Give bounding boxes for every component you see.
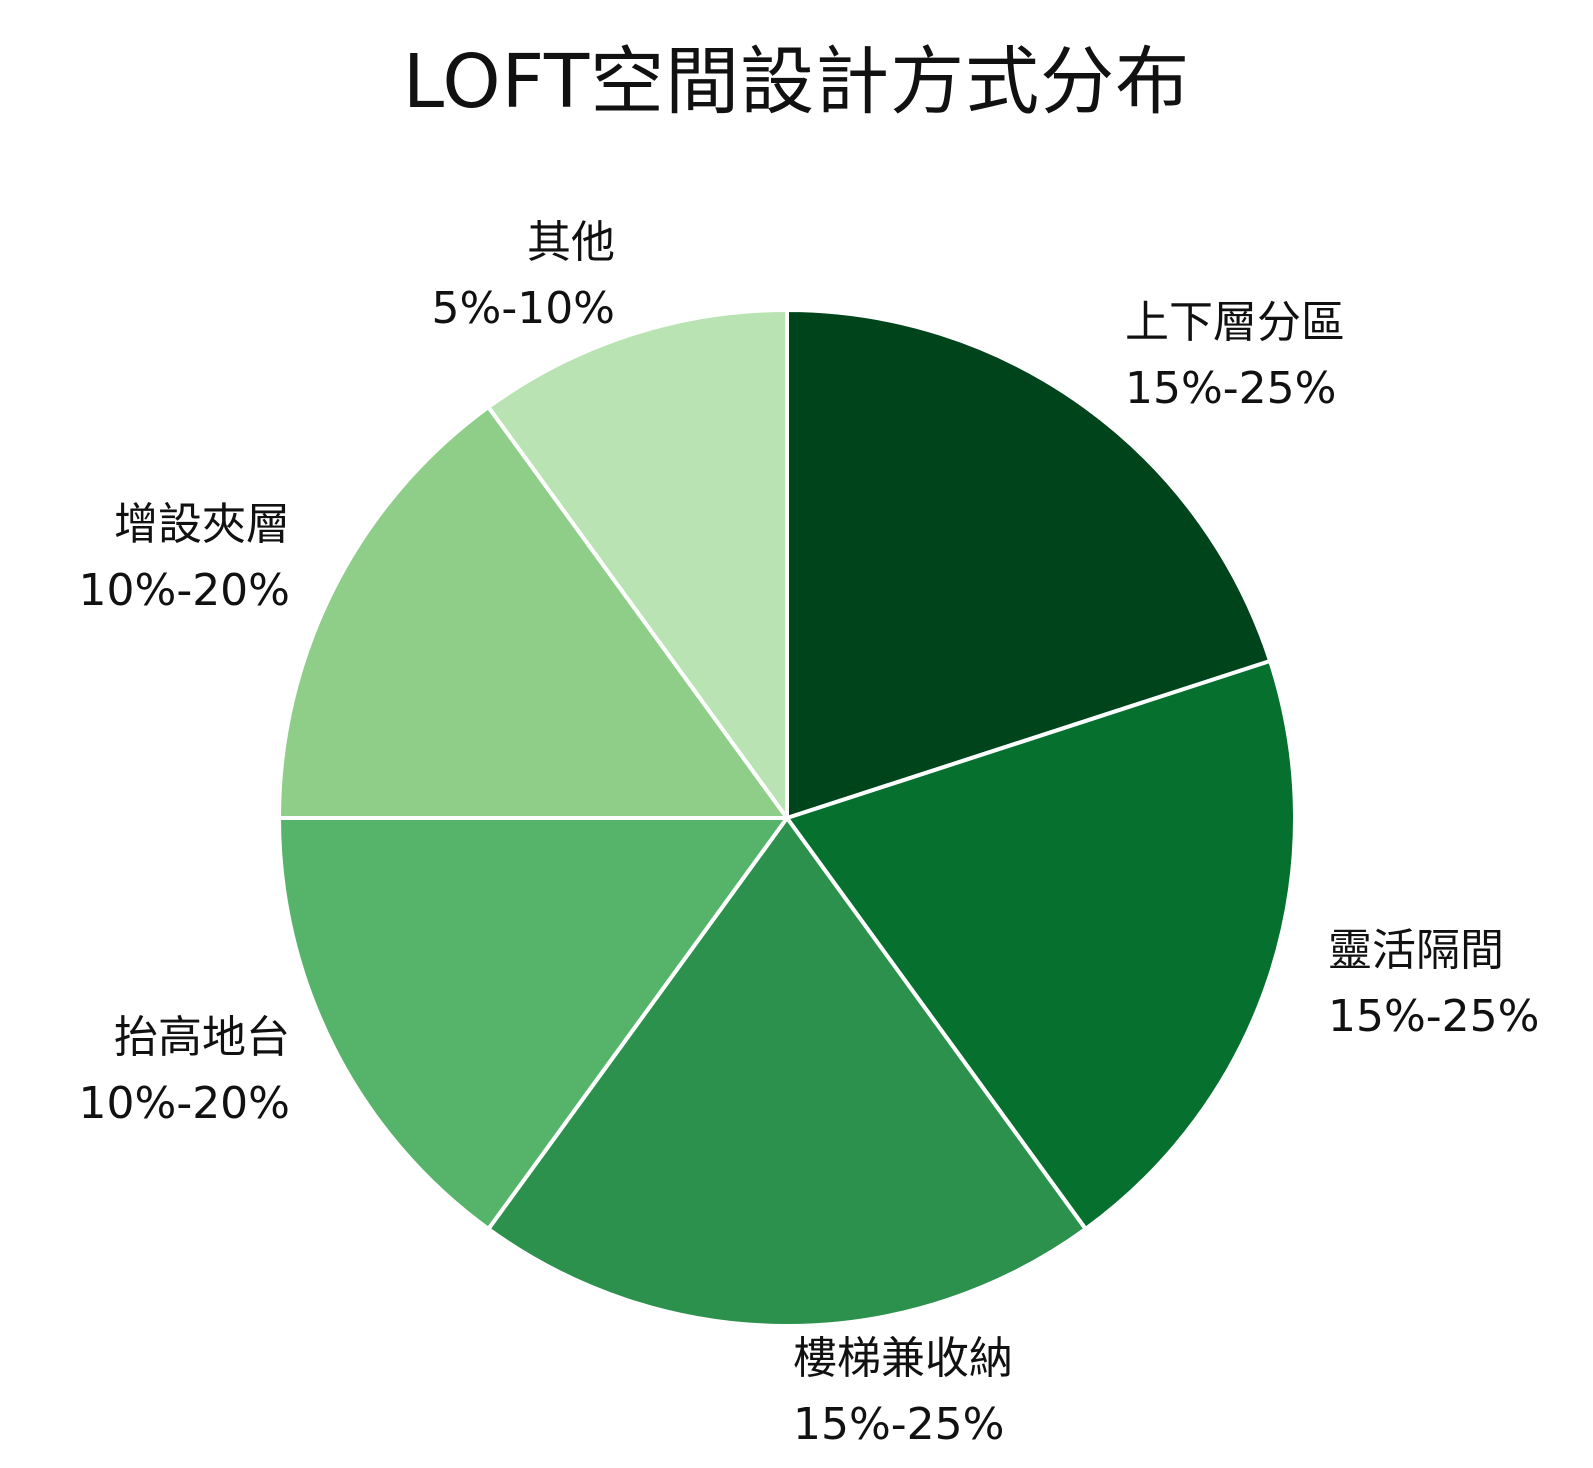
slice-label-3: 樓梯兼收納 15%-25%	[793, 1326, 1013, 1458]
slice-range: 15%-25%	[793, 1399, 1005, 1450]
slice-range: 10%-20%	[78, 565, 290, 616]
pie-slice-6	[486, 308, 789, 820]
pie-slice-2	[785, 659, 1297, 1231]
slice-name: 上下層分區	[1125, 297, 1345, 348]
pie-slice-4	[277, 816, 789, 1231]
slice-name: 靈活隔間	[1328, 925, 1504, 976]
slice-name: 其他	[527, 217, 615, 268]
slice-name: 樓梯兼收納	[793, 1333, 1013, 1384]
slice-label-2: 靈活隔間 15%-25%	[1328, 918, 1539, 1050]
pie-slice-3	[486, 816, 1088, 1328]
slice-range: 15%-25%	[1328, 991, 1540, 1042]
slice-label-5: 增設夾層 10%-20%	[20, 492, 290, 624]
chart-title: LOFT空間設計方式分布	[402, 39, 1191, 125]
slice-name: 抬高地台	[114, 1012, 290, 1063]
slice-range: 10%-20%	[78, 1078, 290, 1129]
slice-label-1: 上下層分區 15%-25%	[1125, 290, 1345, 422]
slice-range: 5%-10%	[431, 283, 615, 334]
pie-slice-1	[785, 308, 1273, 820]
slice-label-6: 其他 5%-10%	[350, 210, 615, 342]
slice-range: 15%-25%	[1125, 363, 1337, 414]
pie-slice-5	[277, 405, 789, 820]
slice-name: 增設夾層	[114, 499, 290, 550]
slice-label-4: 抬高地台 10%-20%	[20, 1005, 290, 1137]
